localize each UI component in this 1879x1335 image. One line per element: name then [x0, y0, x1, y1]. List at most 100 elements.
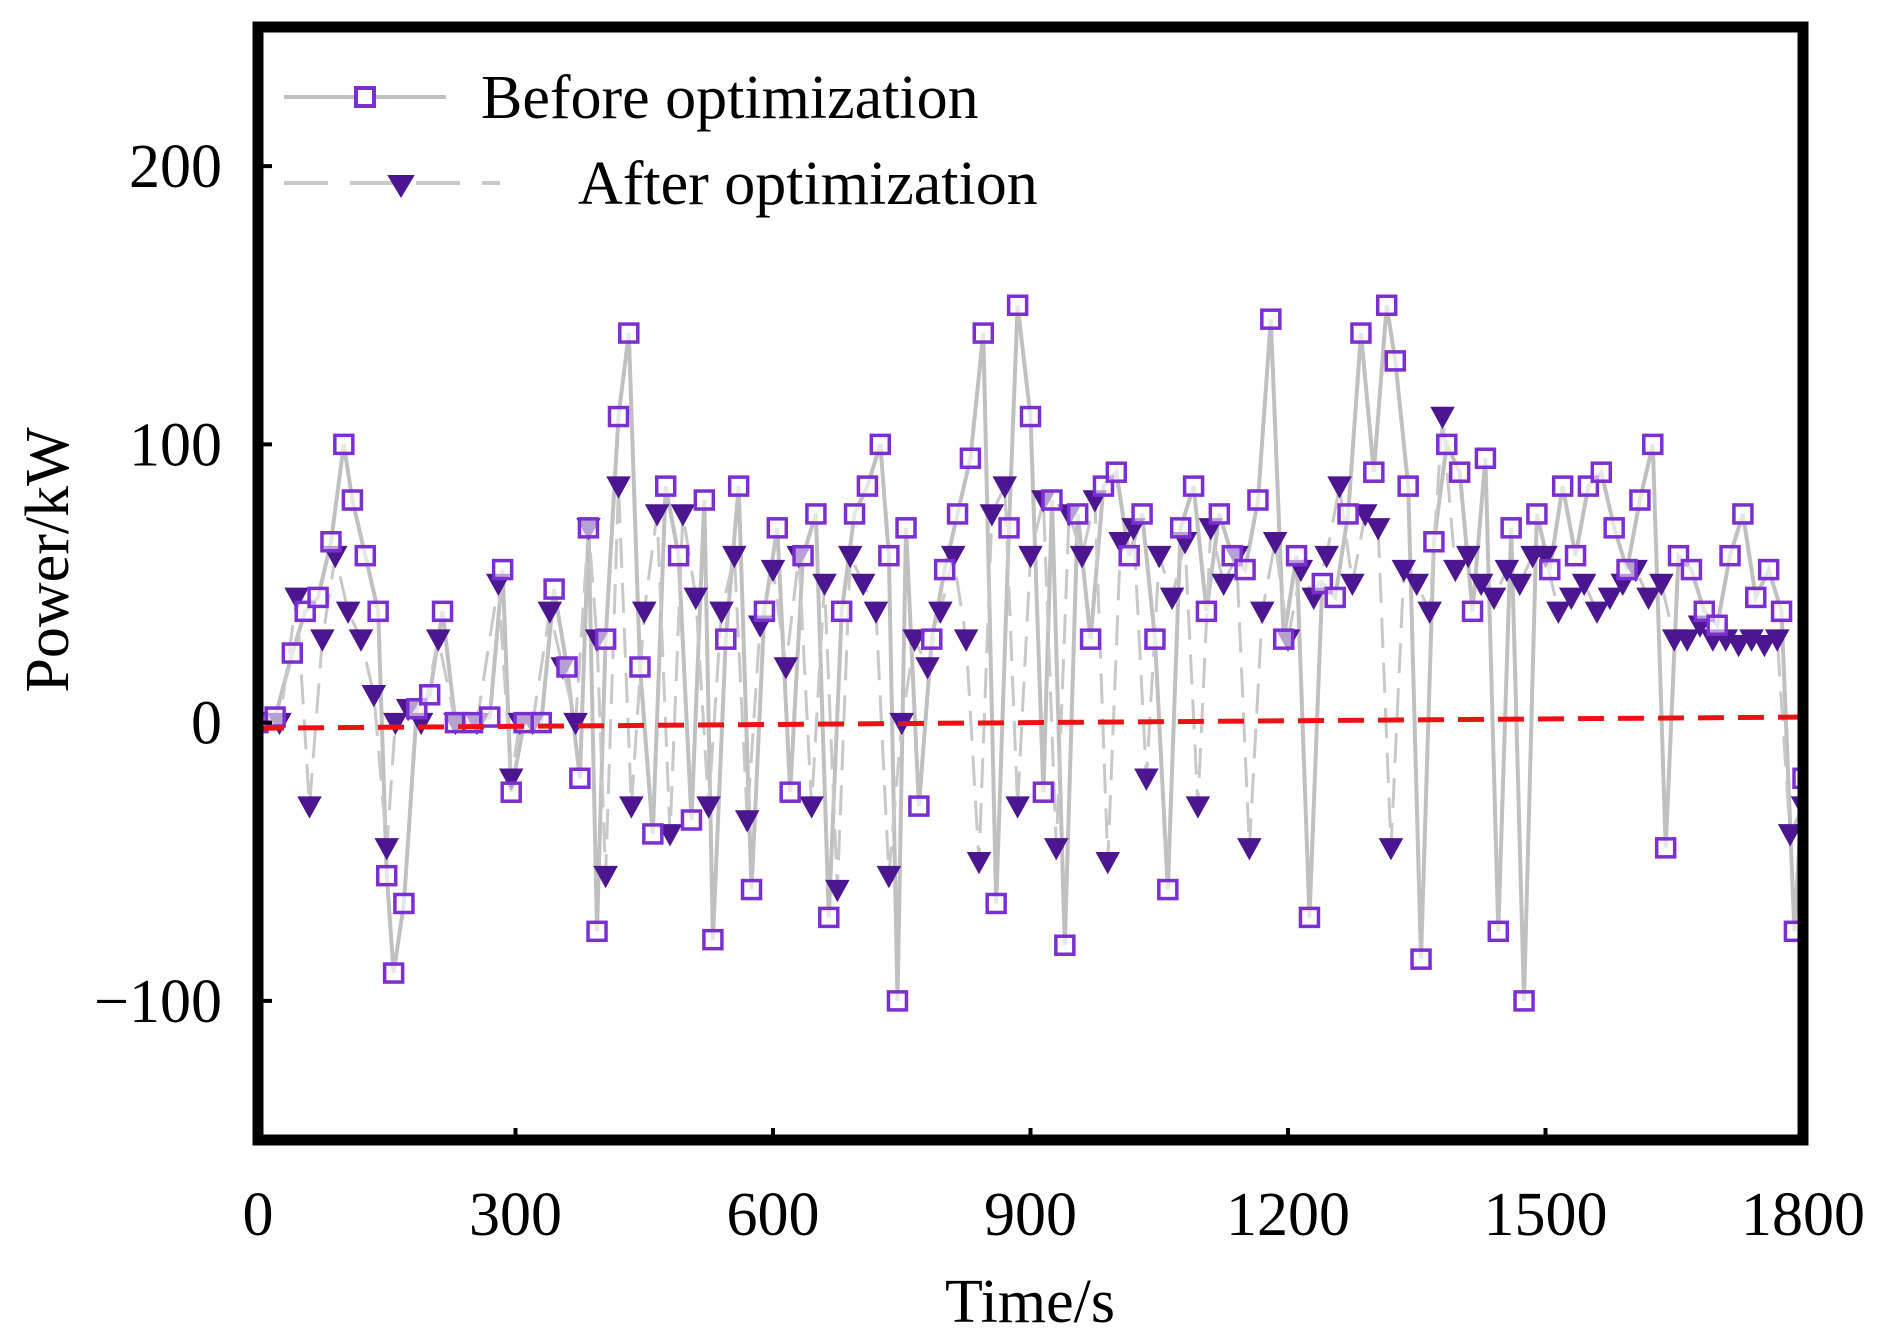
after-point — [1546, 601, 1571, 624]
before-point — [1260, 308, 1282, 330]
before-point — [1487, 920, 1510, 943]
x-axis-title: Time/s — [945, 1268, 1115, 1335]
before-point — [1144, 628, 1166, 650]
legend-before-marker — [354, 86, 376, 108]
before-point — [1526, 503, 1548, 525]
before-point — [1375, 294, 1398, 316]
y-tick-label: −100 — [94, 968, 222, 1036]
before-point — [1006, 294, 1029, 316]
before-point — [543, 578, 565, 600]
legend-after-label: After optimization — [578, 150, 1038, 218]
after-point — [1378, 838, 1404, 861]
after-point — [1455, 545, 1481, 569]
before-point — [594, 628, 617, 650]
after-point — [850, 573, 876, 597]
after-point — [670, 504, 696, 527]
after-point — [1571, 573, 1597, 597]
before-point — [740, 878, 763, 901]
after-point — [696, 796, 721, 819]
after-point — [1430, 406, 1455, 430]
series-layer — [258, 294, 1803, 1012]
x-tick-label: 300 — [469, 1181, 562, 1249]
after-point — [383, 712, 408, 736]
before-point — [1500, 517, 1522, 539]
after-point — [1365, 518, 1391, 541]
after-point — [1649, 573, 1674, 597]
before-point — [933, 558, 956, 581]
y-tick-label: 100 — [129, 411, 222, 479]
before-point — [393, 892, 415, 915]
after-point — [683, 587, 709, 610]
after-point — [1494, 559, 1520, 583]
before-point — [1757, 558, 1780, 581]
before-point — [998, 517, 1020, 539]
labels-layer: 0 300 600 900 1200 1500 1800 −100 0 100 200 — [94, 133, 1865, 1249]
before-point — [1079, 628, 1102, 650]
y-tick-label: 0 — [191, 690, 222, 758]
before-point — [1551, 475, 1574, 497]
before-point — [1654, 837, 1677, 859]
before-point — [1590, 461, 1613, 483]
after-point — [1211, 573, 1236, 597]
before-point — [805, 503, 827, 525]
before-point — [985, 892, 1007, 915]
before-point — [1397, 475, 1419, 497]
after-point — [1340, 573, 1365, 597]
before-point — [320, 531, 342, 553]
after-point — [1726, 634, 1751, 658]
before-point — [376, 864, 398, 887]
before-point — [766, 517, 789, 539]
before-point — [886, 990, 909, 1012]
before-point — [307, 586, 329, 609]
before-point — [556, 656, 578, 678]
before-point — [629, 656, 651, 678]
before-point — [1410, 948, 1432, 970]
after-point — [902, 629, 927, 652]
before-point — [1054, 934, 1076, 956]
after-point — [1159, 587, 1185, 610]
before-point — [1719, 544, 1741, 567]
before-point — [779, 781, 801, 803]
before-point — [642, 823, 664, 845]
before-point — [843, 503, 866, 525]
after-point — [593, 865, 618, 889]
before-point — [1195, 600, 1218, 623]
before-point — [1247, 489, 1269, 511]
after-point — [812, 573, 837, 597]
before-point — [1448, 461, 1471, 483]
after-point — [348, 629, 374, 652]
before-point — [702, 928, 724, 951]
before-point — [1564, 544, 1587, 567]
legend-before-label: Before optimization — [481, 64, 979, 132]
after-point — [1468, 573, 1494, 597]
before-point — [341, 489, 364, 511]
before-point — [382, 962, 405, 984]
before-point — [727, 475, 750, 497]
before-point — [818, 906, 840, 929]
before-point — [1706, 614, 1728, 636]
before-point — [1350, 322, 1372, 344]
after-point — [928, 601, 953, 624]
after-point — [1584, 601, 1610, 624]
after-point — [284, 587, 309, 610]
after-point — [876, 865, 902, 889]
x-tick-label: 1800 — [1741, 1181, 1865, 1249]
before-point — [1182, 475, 1205, 497]
after-point — [1095, 852, 1121, 875]
after-point — [1018, 545, 1043, 569]
before-point — [1363, 461, 1385, 483]
before-point — [418, 684, 441, 706]
after-point — [1069, 545, 1095, 569]
before-point — [1157, 878, 1179, 901]
before-point — [1423, 531, 1445, 553]
before-point — [1118, 544, 1140, 567]
after-point — [1185, 796, 1211, 819]
after-point — [1558, 587, 1584, 610]
before-point — [753, 600, 776, 623]
before-point — [654, 475, 677, 497]
before-point — [895, 517, 917, 539]
before-point — [577, 517, 600, 539]
after-point — [1005, 796, 1030, 819]
before-point — [281, 642, 304, 664]
